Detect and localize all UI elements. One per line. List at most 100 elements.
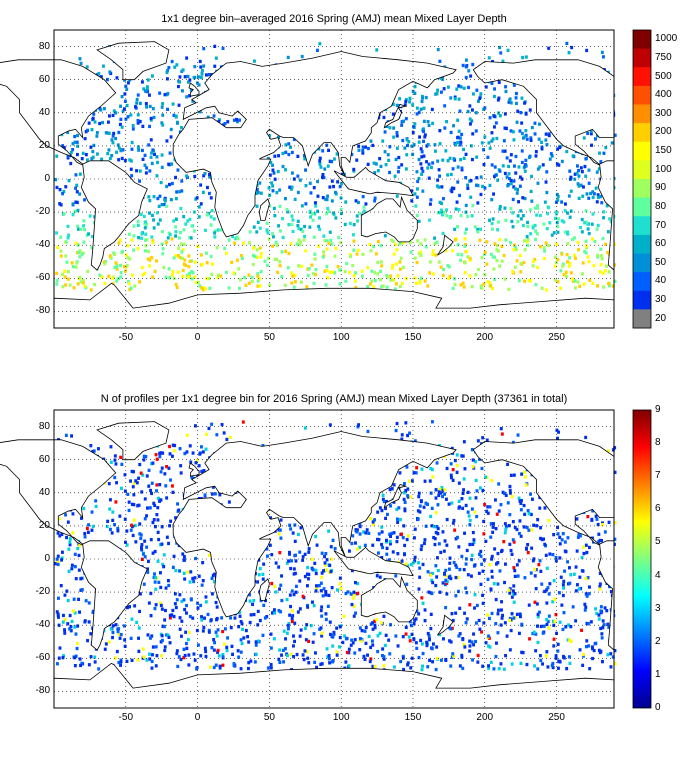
- colorbar-tick-label: 3: [655, 602, 661, 614]
- colorbar-tick-label: 7: [655, 470, 661, 482]
- x-tick-label: 200: [476, 332, 494, 343]
- x-tick-label: 0: [194, 712, 201, 723]
- x-tick-label: 100: [332, 712, 350, 723]
- x-tick-label: 0: [194, 332, 201, 343]
- x-tick-label: 50: [263, 332, 275, 343]
- colorbar-tick-label: 300: [655, 107, 672, 119]
- colorbar-segment: [633, 123, 651, 143]
- x-tick-label: 200: [476, 712, 494, 723]
- y-tick-label: -60: [35, 652, 50, 664]
- axes-frame: [53, 29, 615, 329]
- landmass-south-america: [80, 540, 148, 651]
- y-tick-label: 60: [38, 73, 50, 85]
- y-tick-label: -80: [35, 685, 50, 697]
- y-tick-label: 40: [38, 486, 50, 498]
- landmass-australia: [360, 195, 418, 243]
- x-tick-label: -50: [118, 332, 133, 343]
- colorbar-tick-label: 2: [655, 635, 661, 647]
- y-tick-label: -40: [35, 239, 50, 251]
- landmass-north-america-wrap: [472, 59, 615, 167]
- landmass-australia: [360, 575, 418, 623]
- colorbar-tick-label: 6: [655, 503, 661, 515]
- colorbar-segment: [633, 104, 651, 124]
- panel1-title: 1x1 degree bin–averaged 2016 Spring (AMJ…: [161, 13, 507, 25]
- colorbar-segment: [633, 48, 651, 68]
- colorbar-segment: [633, 179, 651, 199]
- gridlines: [54, 30, 614, 328]
- colorbar-gradient: [633, 410, 651, 708]
- coastlines: [0, 41, 615, 329]
- landmass-antarctica: [53, 282, 615, 329]
- colorbar-segment: [633, 309, 651, 329]
- colorbar-segment: [633, 234, 651, 254]
- colorbar-tick-label: 8: [655, 437, 661, 449]
- y-tick-label: -60: [35, 272, 50, 284]
- colorbar-segment: [633, 160, 651, 180]
- colorbar-segment: [633, 197, 651, 217]
- landmass-south-america: [80, 160, 148, 271]
- map-panel-2: [0, 409, 617, 709]
- colorbar-segment: [633, 216, 651, 236]
- landmass-eurasia-africa: [172, 51, 457, 238]
- y-tick-label: -20: [35, 206, 50, 218]
- colorbar-tick-label: 0: [655, 702, 661, 713]
- colorbar-tick-label: 4: [655, 569, 661, 581]
- landmass-south-america-wrap: [597, 540, 615, 651]
- gridlines: [54, 410, 614, 708]
- colorbar-tick-label: 400: [655, 89, 672, 101]
- colorbar-segment: [633, 272, 651, 292]
- y-tick-label: 40: [38, 106, 50, 118]
- landmass-new-zealand: [437, 614, 454, 636]
- landmass-greenland: [96, 421, 170, 461]
- colorbar-segment: [633, 85, 651, 105]
- landmass-north-america-wrap: [472, 439, 615, 547]
- axes-frame: [53, 409, 615, 709]
- landmass-antarctica: [53, 662, 615, 709]
- colorbar-tick-label: 1: [655, 668, 661, 680]
- colorbar-tick-label: 500: [655, 70, 672, 82]
- landmass-madagascar: [258, 578, 270, 601]
- landmass-new-zealand: [437, 234, 454, 256]
- colorbar-tick-label: 60: [655, 238, 667, 250]
- x-tick-label: 100: [332, 332, 350, 343]
- colorbar-tick-label: 80: [655, 200, 667, 212]
- coastlines: [0, 421, 615, 709]
- colorbar: [632, 409, 652, 709]
- landmass-uk: [188, 82, 200, 97]
- y-tick-label: -80: [35, 305, 50, 317]
- landmass-madagascar: [258, 198, 270, 221]
- y-tick-label: 80: [38, 40, 50, 52]
- y-tick-label: 0: [44, 553, 50, 564]
- x-tick-label: 50: [263, 712, 275, 723]
- colorbar-tick-label: 200: [655, 126, 672, 138]
- x-tick-label: -50: [118, 712, 133, 723]
- colorbar-tick-label: 20: [655, 312, 667, 324]
- landmass-indonesia: [333, 166, 414, 197]
- colorbar-segment: [633, 30, 651, 50]
- colorbar-segment: [633, 253, 651, 273]
- colorbar-segment: [633, 67, 651, 87]
- colorbar-tick-label: 750: [655, 51, 672, 63]
- colorbar-segment: [633, 141, 651, 161]
- colorbar-frame: [632, 29, 652, 329]
- y-tick-label: 0: [44, 173, 50, 184]
- landmass-japan: [383, 104, 408, 129]
- colorbar-frame: [632, 409, 652, 709]
- map-panel-1: [0, 29, 617, 329]
- colorbar-tick-label: 100: [655, 163, 672, 175]
- x-tick-label: 150: [404, 332, 422, 343]
- landmass-greenland: [96, 41, 170, 81]
- y-tick-label: 60: [38, 453, 50, 465]
- landmass-indonesia: [333, 546, 414, 577]
- colorbar-tick-label: 5: [655, 536, 661, 548]
- colorbar-tick-label: 1000: [655, 33, 678, 45]
- colorbar-tick-label: 9: [655, 404, 661, 415]
- landmass-south-america-wrap: [597, 160, 615, 271]
- panel2-title: N of profiles per 1x1 degree bin for 201…: [100, 393, 568, 405]
- landmass-uk: [188, 462, 200, 477]
- colorbar-tick-label: 30: [655, 294, 667, 306]
- colorbar-tick-label: 90: [655, 182, 667, 194]
- colorbar-tick-label: 150: [655, 145, 672, 157]
- colorbar: [632, 29, 652, 329]
